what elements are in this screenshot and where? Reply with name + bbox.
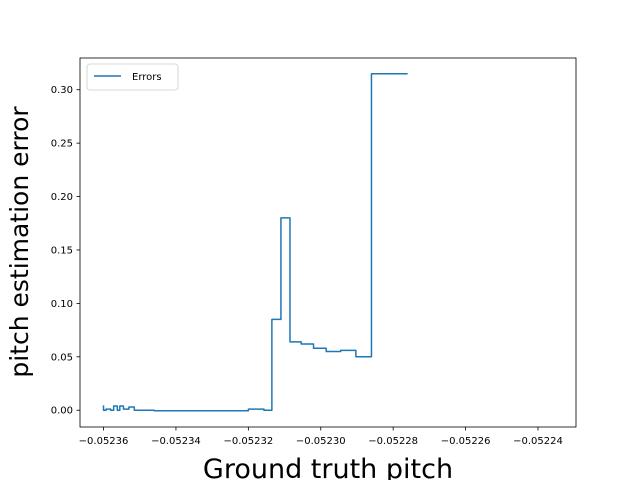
x-tick-label: −0.05232	[223, 436, 273, 447]
y-axis: 0.00 0.05 0.10 0.15 0.20 0.25 0.30	[51, 85, 80, 417]
legend-box	[86, 63, 179, 91]
plot-area-frame	[79, 57, 577, 428]
x-axis-label: Ground truth pitch	[203, 454, 453, 480]
x-tick-label: −0.05234	[151, 436, 201, 447]
y-tick-label: 0.20	[51, 192, 73, 203]
y-axis-label: pitch estimation error	[5, 106, 34, 378]
y-tick-label: 0.00	[51, 406, 73, 417]
y-tick-label: 0.25	[51, 139, 73, 150]
series-line-errors	[102, 72, 408, 412]
y-tick-label: 0.05	[51, 352, 73, 363]
series-layer	[102, 72, 408, 412]
x-axis: −0.05236 −0.05234 −0.05232 −0.05230 −0.05228…	[79, 427, 563, 447]
x-tick-label: −0.05230	[296, 436, 346, 447]
legend: Errors	[86, 63, 179, 91]
y-tick-label: 0.10	[51, 299, 73, 310]
legend-label: Errors	[132, 72, 162, 83]
x-tick-label: −0.05224	[513, 436, 563, 447]
x-tick-label: −0.05226	[441, 436, 491, 447]
y-tick-label: 0.15	[51, 245, 73, 256]
y-tick-label: 0.30	[51, 85, 73, 96]
x-tick-label: −0.05228	[368, 436, 418, 447]
x-tick-label: −0.05236	[79, 436, 129, 447]
